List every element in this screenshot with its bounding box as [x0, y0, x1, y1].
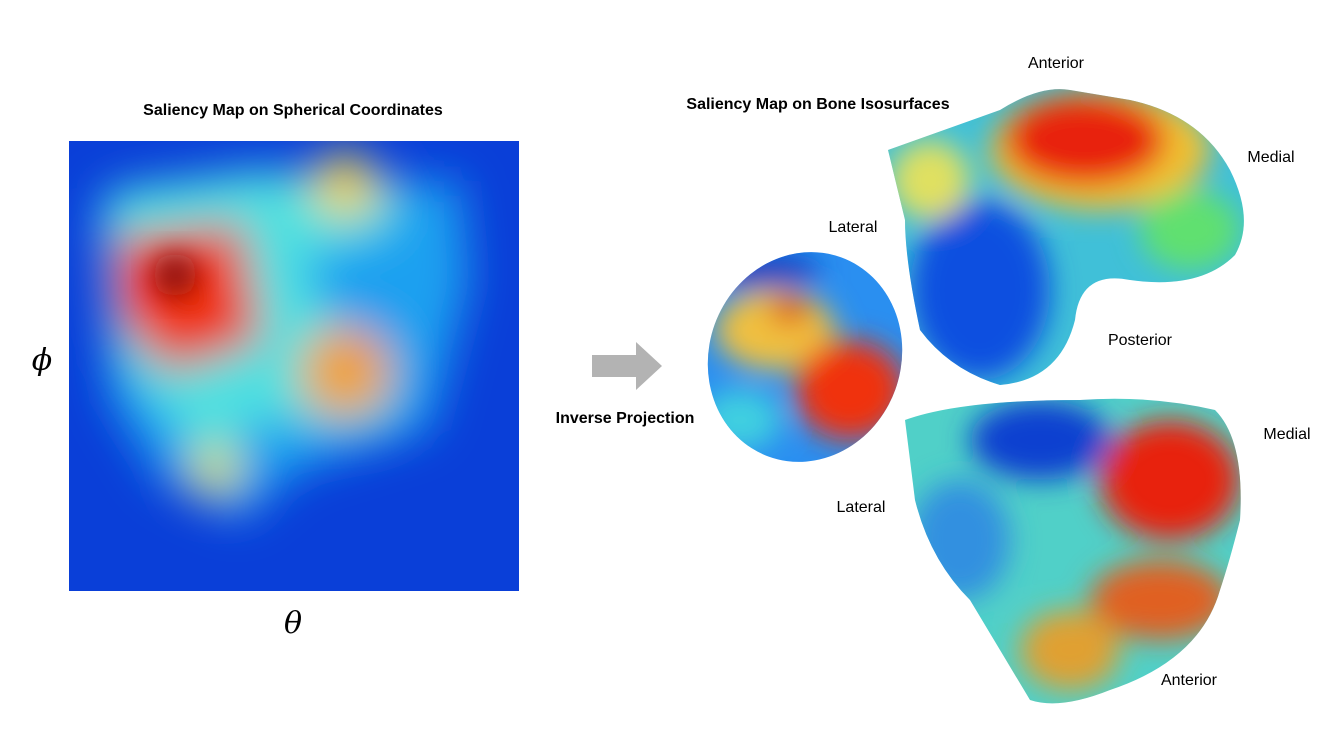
- left-title: Saliency Map on Spherical Coordinates: [143, 102, 443, 119]
- femur: [888, 89, 1244, 385]
- y-axis-label: ϕ: [32, 343, 52, 378]
- bone-label: Anterior: [1161, 672, 1218, 689]
- tibia: [905, 398, 1241, 704]
- bone-label: Lateral: [837, 499, 886, 516]
- patella: [690, 240, 920, 480]
- heatmap: [69, 141, 519, 591]
- bone-label: Medial: [1247, 149, 1294, 166]
- bone-label: Anterior: [1028, 55, 1085, 72]
- arrow: [592, 342, 662, 390]
- bone-label: Lateral: [829, 219, 878, 236]
- right-title: Saliency Map on Bone Isosurfaces: [686, 96, 949, 113]
- bone-label: Medial: [1263, 426, 1310, 443]
- bone-label: Posterior: [1108, 332, 1173, 349]
- x-axis-label: θ: [284, 606, 302, 641]
- arrow-label: Inverse Projection: [556, 410, 695, 427]
